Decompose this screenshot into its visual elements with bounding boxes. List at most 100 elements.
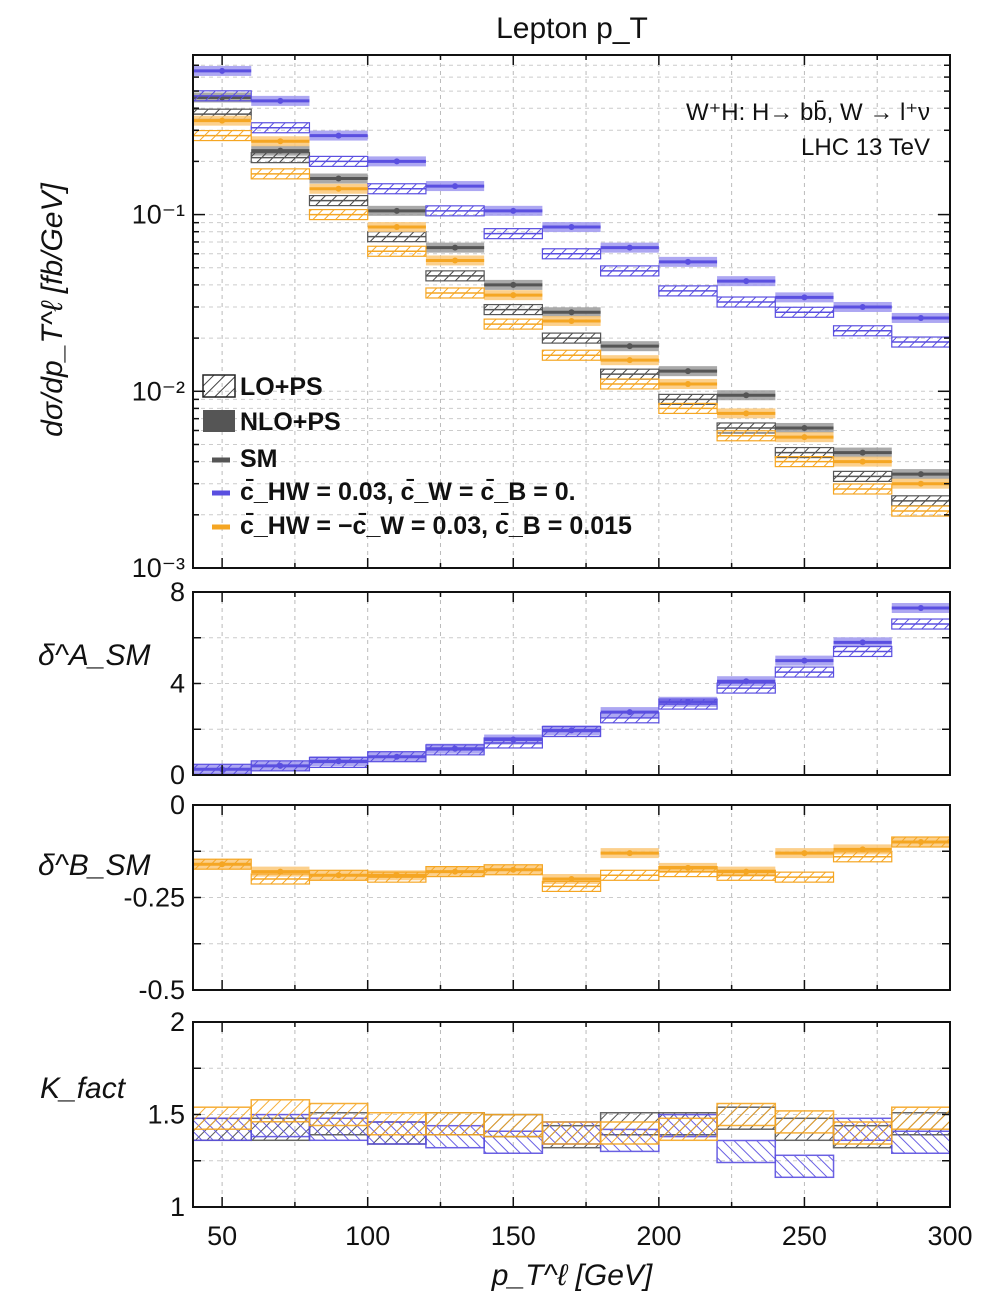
y-tick-label: 1.5 — [147, 1100, 185, 1130]
bin-marker — [335, 175, 342, 182]
bin-marker — [859, 846, 866, 853]
bin-marker — [510, 292, 517, 299]
x-tick-label: 250 — [782, 1221, 827, 1251]
bin-marker — [452, 257, 459, 264]
bin-marker — [568, 317, 575, 324]
y-tick-label: 2 — [170, 1007, 185, 1037]
bin-marker — [277, 868, 284, 875]
legend-nlo-swatch — [203, 410, 235, 432]
bin-marker — [626, 244, 633, 251]
bin-marker — [452, 183, 459, 190]
legend-lo-label: LO+PS — [240, 373, 323, 401]
main-panel: W⁺H: H→ bb̄, W → l⁺ν LHC 13 TeV 10⁻¹ 10⁻²… — [36, 54, 951, 583]
y-tick-label: 10⁻² — [132, 376, 185, 406]
kfact-band — [891, 1130, 951, 1154]
main-y-axis-label: dσ/dp_T^ℓ [fb/GeV] — [36, 183, 69, 437]
bin-marker — [568, 876, 575, 882]
bin-marker — [568, 224, 575, 231]
kfact-band — [192, 1106, 252, 1130]
bin-marker — [917, 471, 924, 478]
bin-marker — [510, 207, 517, 214]
kfact-y-ticks: 11.52 — [147, 1007, 951, 1222]
y-tick-label: -0.25 — [123, 883, 185, 913]
kfact-band — [716, 1102, 777, 1127]
delta-a-y-ticks: 0 4 8 — [170, 577, 951, 790]
kfact-band — [891, 1106, 951, 1130]
bin-marker — [626, 850, 633, 857]
delta-b-series — [192, 836, 951, 893]
kfact-band — [425, 1112, 485, 1136]
bin-marker — [277, 138, 284, 145]
kfact-band — [541, 1121, 602, 1145]
y-tick-label: 0 — [170, 790, 185, 820]
bin-marker — [917, 314, 924, 321]
x-tick-label: 150 — [491, 1221, 536, 1251]
x-tick-label: 50 — [207, 1221, 237, 1251]
bin-marker — [917, 605, 924, 612]
y-tick-label: 10⁻³ — [132, 553, 185, 583]
kfact-band — [658, 1117, 718, 1142]
bin-marker — [335, 185, 342, 192]
delta-a-series — [192, 603, 951, 775]
y-tick-label: 1 — [170, 1192, 185, 1222]
x-axis-label: p_T^ℓ [GeV] — [491, 1259, 653, 1292]
y-tick-label: 0 — [170, 760, 185, 790]
legend-item-nlo: NLO+PS — [203, 408, 341, 436]
bin-marker — [743, 392, 750, 399]
bin-marker — [801, 434, 808, 441]
kfact-series — [192, 1099, 951, 1179]
kfact-band — [250, 1099, 311, 1123]
bin-marker — [859, 639, 866, 646]
y-tick-label: 10⁻¹ — [132, 200, 185, 230]
legend-sm-label: SM — [240, 445, 278, 473]
main-series — [192, 65, 951, 517]
bin-marker — [684, 380, 691, 387]
kfact-band — [832, 1121, 893, 1145]
bin-marker — [393, 224, 400, 231]
legend-item-lo: LO+PS — [202, 373, 323, 401]
legend-item-a: c̄_HW = 0.03, c̄_W = c̄_B = 0. — [212, 477, 576, 506]
bin-marker — [859, 458, 866, 465]
bin-marker — [917, 480, 924, 487]
kfact-band — [716, 1139, 777, 1164]
y-tick-label: -0.5 — [138, 975, 185, 1005]
legend-item-sm: SM — [212, 445, 278, 473]
kfact-band — [599, 1121, 660, 1145]
legend: LO+PS NLO+PS SM c̄_HW = 0.03, c̄_W = c̄_… — [202, 373, 632, 540]
main-frame — [192, 54, 951, 569]
x-tick-label: 300 — [927, 1221, 972, 1251]
bin-marker — [626, 357, 633, 364]
legend-b-label: c̄_HW = −c̄_W = 0.03, c̄_B = 0.015 — [240, 511, 632, 540]
kfact-band — [366, 1112, 427, 1136]
bin-marker — [568, 309, 575, 316]
legend-a-label: c̄_HW = 0.03, c̄_W = c̄_B = 0. — [240, 477, 576, 506]
bin-marker — [393, 207, 400, 214]
bin-marker — [684, 258, 691, 265]
delta-a-panel: 0 4 8 δ^A_SM — [38, 577, 951, 790]
bin-marker — [219, 67, 226, 74]
bin-marker — [277, 97, 284, 104]
x-axis-ticks: 50 100 150 200 250 300 — [207, 1221, 972, 1251]
kfact-band — [483, 1113, 544, 1138]
delta-b-grid — [193, 804, 951, 991]
legend-item-b: c̄_HW = −c̄_W = 0.03, c̄_B = 0.015 — [212, 511, 632, 540]
delta-b-y-axis-label: δ^B_SM — [38, 849, 150, 882]
bin-marker — [801, 424, 808, 431]
bin-marker — [510, 281, 517, 288]
bin-marker — [801, 850, 808, 857]
bin-marker — [743, 410, 750, 417]
bin-marker — [393, 158, 400, 165]
bin-marker — [335, 132, 342, 139]
y-tick-label: 8 — [170, 577, 185, 607]
bin-marker — [801, 657, 808, 664]
legend-nlo-label: NLO+PS — [240, 408, 341, 436]
kfact-band — [774, 1110, 835, 1134]
bin-marker — [801, 294, 808, 301]
delta-a-y-axis-label: δ^A_SM — [38, 639, 150, 672]
bin-marker — [452, 244, 459, 251]
bin-marker — [859, 303, 866, 310]
bin-marker — [684, 368, 691, 375]
x-tick-label: 100 — [345, 1221, 390, 1251]
bin-marker — [743, 278, 750, 285]
